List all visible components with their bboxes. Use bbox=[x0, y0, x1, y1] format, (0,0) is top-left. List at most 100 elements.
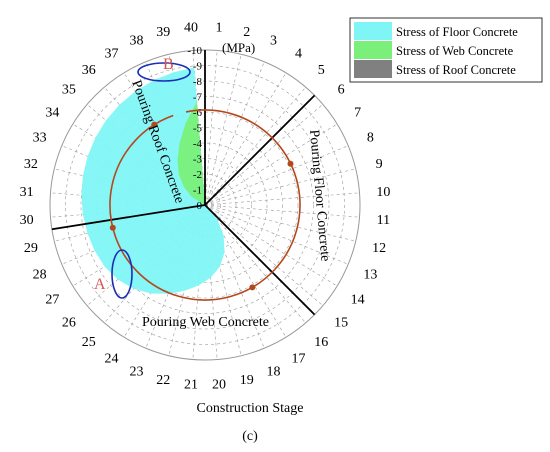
stage-tick-label: 31 bbox=[20, 185, 34, 200]
stage-tick-label: 10 bbox=[376, 185, 390, 200]
stage-tick-label: 27 bbox=[45, 293, 59, 308]
grid-spoke bbox=[204, 204, 356, 242]
stage-tick-label: 28 bbox=[33, 268, 47, 283]
marker-a-label: A bbox=[94, 276, 106, 293]
path-arrow-marker bbox=[249, 284, 256, 291]
stage-tick-label: 6 bbox=[338, 83, 345, 98]
stage-tick-label: 16 bbox=[314, 335, 328, 350]
stress-area-web bbox=[177, 101, 205, 205]
stage-tick-label: 8 bbox=[367, 131, 374, 146]
x-axis-label: Construction Stage bbox=[197, 401, 304, 416]
stage-tick-label: 21 bbox=[184, 377, 198, 392]
stage-tick-label: 36 bbox=[82, 63, 96, 78]
stage-tick-label: 37 bbox=[105, 46, 119, 61]
grid-spoke bbox=[204, 50, 218, 206]
stage-tick-label: 29 bbox=[24, 241, 38, 256]
stage-tick-label: 15 bbox=[334, 315, 348, 330]
radial-tick-label: -2 bbox=[193, 169, 202, 181]
stage-tick-label: 1 bbox=[216, 21, 223, 36]
stage-tick-label: 34 bbox=[45, 106, 59, 121]
stage-tick-label: 11 bbox=[377, 213, 390, 228]
grid-ring bbox=[65, 65, 345, 345]
stage-tick-label: 22 bbox=[156, 373, 170, 388]
radial-tick-label: -5 bbox=[193, 123, 203, 135]
grid-ring bbox=[111, 111, 299, 299]
stage-boundary-line bbox=[204, 204, 316, 316]
stage-tick-label: 40 bbox=[184, 21, 198, 36]
grid-spoke bbox=[204, 204, 349, 265]
stress-areas bbox=[81, 67, 225, 294]
grid-spoke bbox=[204, 145, 349, 206]
legend-label-web: Stress of Web Concrete bbox=[396, 44, 514, 58]
stage-tick-label: 25 bbox=[82, 335, 96, 350]
stage-tick-label: 3 bbox=[270, 34, 277, 49]
stage-tick-label: 9 bbox=[376, 157, 383, 172]
stage-tick-label: 12 bbox=[372, 241, 386, 256]
path-arrow-marker bbox=[109, 224, 116, 231]
legend-swatch-web bbox=[354, 41, 392, 59]
radial-tick-labels: -10-9-8-7-6-5-4-3-2-10 bbox=[187, 45, 202, 212]
grid-ring bbox=[127, 127, 283, 283]
stage-labels: 1 234567891011121314151617181920212223242… bbox=[20, 21, 391, 393]
stage-tick-label: 13 bbox=[363, 268, 377, 283]
panel-label: (c) bbox=[242, 429, 258, 444]
radial-tick-label: -8 bbox=[193, 76, 203, 88]
radial-tick-label: -1 bbox=[193, 185, 202, 197]
stage-tick-label: 20 bbox=[212, 377, 226, 392]
grid-spoke bbox=[204, 61, 265, 206]
grid-spoke bbox=[204, 54, 242, 206]
stage-boundary-line bbox=[51, 204, 206, 231]
radial-tick-label: -3 bbox=[193, 154, 203, 166]
grid-spoke bbox=[204, 204, 324, 306]
grid-spoke bbox=[204, 192, 360, 206]
stage-tick-label: 38 bbox=[130, 34, 144, 49]
stage-tick-label: 39 bbox=[156, 25, 170, 40]
grid-spoke bbox=[204, 123, 338, 206]
marker-a-ellipse bbox=[111, 249, 133, 299]
grid-spoke bbox=[204, 72, 287, 206]
radial-tick-label: -9 bbox=[193, 61, 203, 73]
stage-tick-label: 4 bbox=[295, 46, 302, 61]
radial-tick-label: -10 bbox=[187, 45, 202, 57]
pouring-web-label: Pouring Web Concrete bbox=[142, 315, 269, 330]
legend-label-floor: Stress of Floor Concrete bbox=[396, 25, 518, 39]
grid-spoke bbox=[204, 204, 360, 218]
stage-boundaries bbox=[51, 50, 316, 316]
grid-spoke bbox=[204, 104, 324, 206]
grid-spoke bbox=[204, 86, 306, 206]
stage-tick-label: 17 bbox=[292, 352, 306, 367]
grid-spoke bbox=[204, 204, 306, 324]
radial-unit-label: (MPa) bbox=[222, 40, 255, 55]
radial-tick-label: -6 bbox=[193, 107, 203, 119]
radial-tick-label: -7 bbox=[193, 92, 203, 104]
annotations bbox=[109, 62, 301, 301]
stage-tick-label: 33 bbox=[33, 131, 47, 146]
construction-path-arc bbox=[109, 109, 301, 301]
radial-tick-label: -4 bbox=[193, 138, 203, 150]
stage-tick-label: 24 bbox=[105, 352, 119, 367]
stage-tick-label: 14 bbox=[351, 293, 365, 308]
legend: Stress of Floor Concrete Stress of Web C… bbox=[349, 17, 543, 83]
marker-b-label: B bbox=[163, 56, 174, 73]
stage-tick-label: 19 bbox=[240, 373, 254, 388]
stage-tick-label: 32 bbox=[24, 157, 38, 172]
legend-swatch-floor bbox=[354, 22, 392, 40]
marker-b-ellipse bbox=[137, 62, 191, 82]
stage-tick-label: 2 bbox=[243, 25, 250, 40]
stage-tick-label: 7 bbox=[354, 106, 361, 121]
stage-boundary-line bbox=[204, 94, 316, 206]
path-arrow-marker bbox=[287, 160, 294, 167]
stage-tick-label: 18 bbox=[267, 364, 281, 379]
stage-tick-label: 23 bbox=[130, 364, 144, 379]
path-arrow-marker bbox=[151, 121, 158, 128]
stage-tick-label: 5 bbox=[318, 63, 325, 78]
radial-tick-label: 0 bbox=[197, 200, 203, 212]
stage-tick-label: 30 bbox=[20, 213, 34, 228]
legend-swatch-roof bbox=[354, 60, 392, 78]
legend-label-roof: Stress of Roof Concrete bbox=[396, 63, 516, 77]
grid-spoke bbox=[204, 204, 338, 287]
stage-tick-label: 35 bbox=[62, 83, 76, 98]
stage-tick-label: 26 bbox=[62, 315, 76, 330]
grid-spoke bbox=[204, 168, 356, 206]
